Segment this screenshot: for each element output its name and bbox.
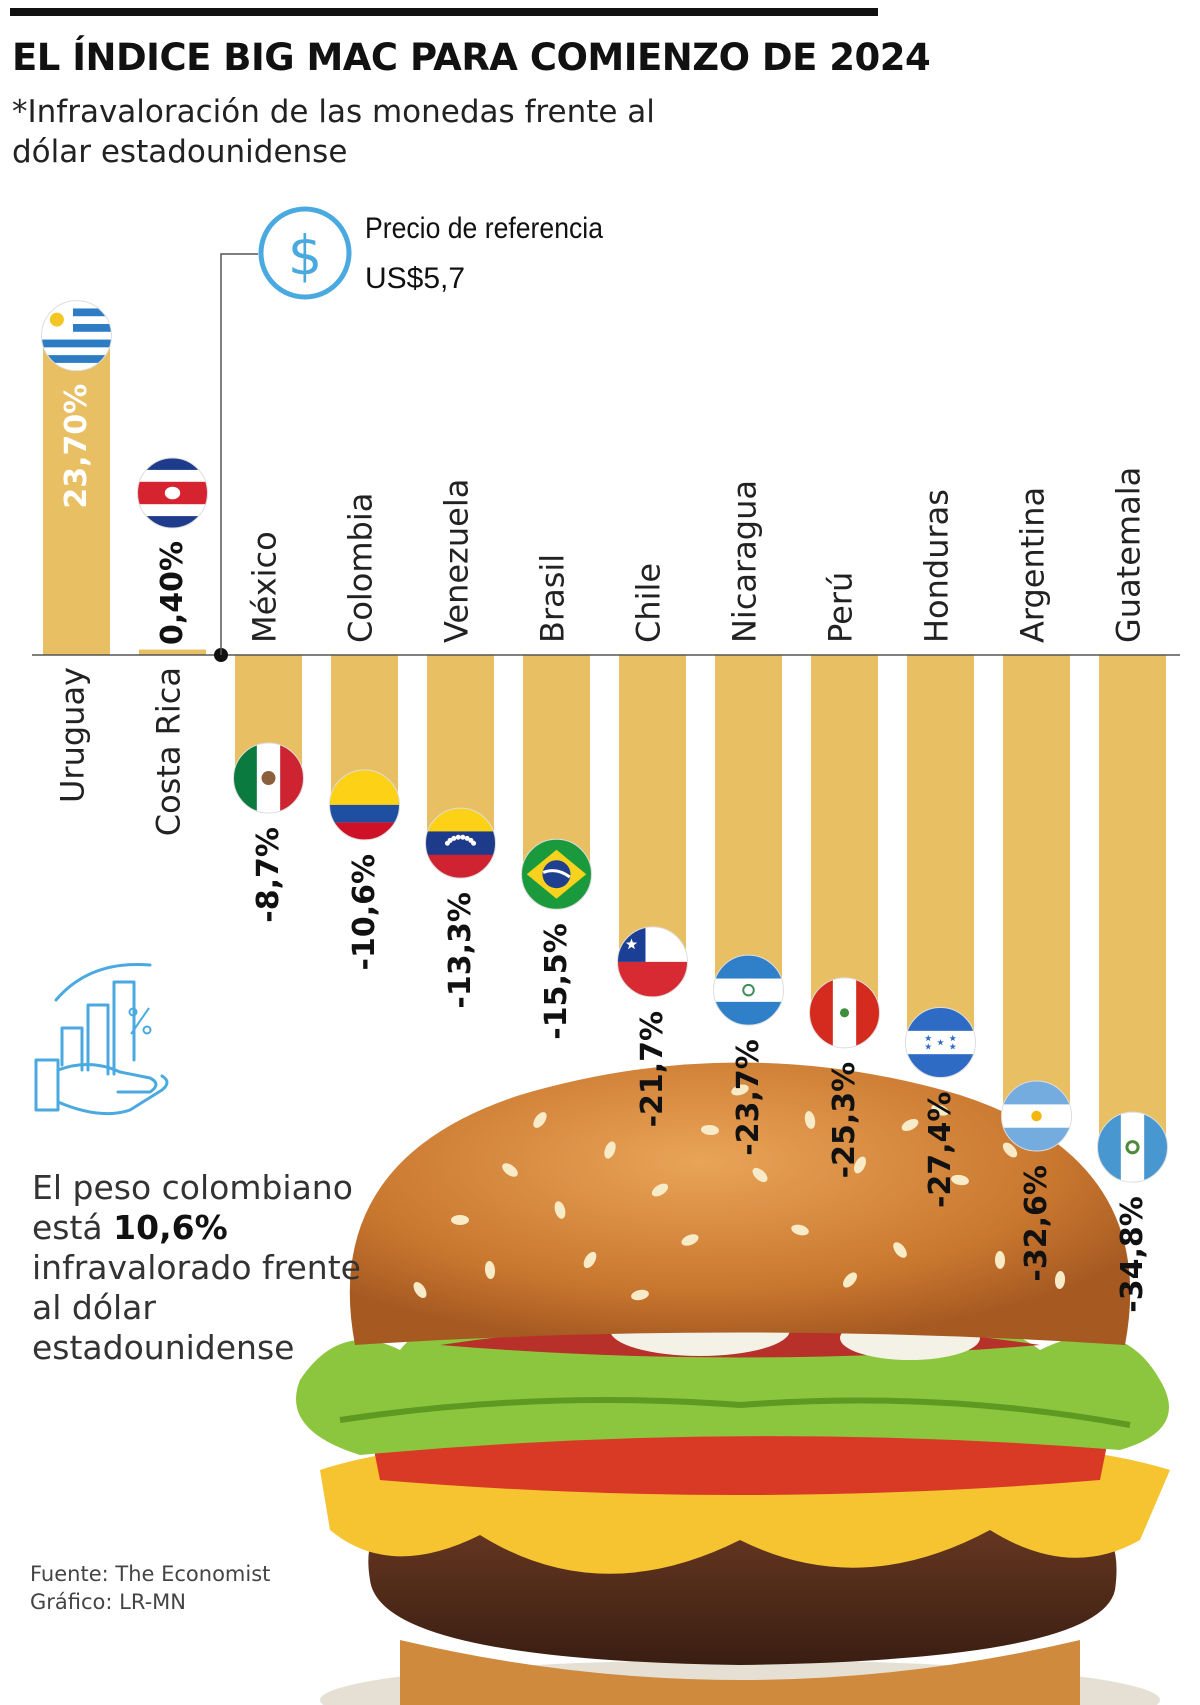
chart-title: EL ÍNDICE BIG MAC PARA COMIENZO DE 2024 bbox=[12, 36, 931, 79]
value-label-12: -34,8% bbox=[1115, 1196, 1150, 1313]
mexico-flag-outline bbox=[233, 742, 304, 814]
brazil-flag-outline bbox=[521, 838, 592, 910]
bar-9 bbox=[811, 655, 878, 1013]
note-text-pre: El peso colombiano está bbox=[32, 1168, 353, 1247]
hand-cuff bbox=[34, 1058, 60, 1112]
bar-2 bbox=[139, 649, 206, 655]
percent-slash bbox=[130, 1007, 150, 1035]
venezuela-flag bbox=[425, 808, 496, 879]
category-label-12: Guatemala bbox=[1110, 467, 1148, 643]
percent-dot-b bbox=[142, 1025, 152, 1035]
bar-11 bbox=[1003, 655, 1070, 1117]
bar-1 bbox=[43, 332, 110, 655]
category-label-11: Argentina bbox=[1014, 487, 1052, 643]
chart-subtitle: *Infravaloración de las monedas frente a… bbox=[12, 94, 655, 170]
savings-icon bbox=[34, 962, 169, 1116]
reference-value: US$5,7 bbox=[365, 262, 465, 295]
category-label-3: México bbox=[246, 531, 284, 643]
argentina-flag bbox=[1001, 1081, 1072, 1152]
costa-rica-flag bbox=[137, 458, 208, 528]
category-label-10: Honduras bbox=[918, 489, 956, 643]
dollar-icon bbox=[258, 206, 352, 300]
credits: Fuente: The Economist Gráfico: LR-MN bbox=[30, 1560, 270, 1616]
value-label-4: -10,6% bbox=[347, 854, 382, 971]
bars-layer bbox=[43, 332, 1166, 1148]
value-label-6: -15,5% bbox=[539, 923, 574, 1040]
uruguay-flag-outline bbox=[41, 300, 112, 372]
value-label-2: 0,40% bbox=[155, 541, 190, 645]
nicaragua-flag bbox=[713, 955, 784, 1026]
note-highlight: 10,6% bbox=[113, 1208, 228, 1247]
bar-7 bbox=[619, 655, 686, 962]
costa-rica-flag-outline bbox=[137, 457, 208, 529]
bar-small bbox=[60, 1026, 84, 1072]
value-label-10: -27,4% bbox=[923, 1092, 958, 1209]
burger-illustration bbox=[296, 1062, 1170, 1705]
top-rule bbox=[10, 8, 878, 16]
category-label-5: Venezuela bbox=[438, 479, 476, 643]
labels-layer: 23,70% Uruguay 0,40% Costa Rica -8,7% México -… bbox=[41, 300, 1168, 1313]
brazil-flag bbox=[521, 839, 592, 910]
graphic-credit: Gráfico: LR-MN bbox=[30, 1590, 186, 1614]
category-label-1: Uruguay bbox=[54, 667, 92, 803]
nicaragua-flag-outline bbox=[713, 954, 784, 1026]
peru-flag bbox=[809, 977, 880, 1048]
category-label-7: Chile bbox=[630, 563, 668, 643]
reference-leader-line bbox=[220, 253, 258, 655]
value-label-11: -32,6% bbox=[1019, 1165, 1054, 1282]
category-label-9: Perú bbox=[822, 572, 860, 643]
category-label-2: Costa Rica bbox=[150, 667, 188, 836]
dollar-symbol: $ bbox=[288, 225, 322, 288]
category-label-4: Colombia bbox=[342, 493, 380, 643]
uruguay-flag bbox=[41, 300, 112, 371]
colombia-note: El peso colombiano está 10,6% infravalor… bbox=[32, 1168, 362, 1368]
reference-label: Precio de referencia bbox=[365, 212, 603, 245]
colombia-flag-outline bbox=[329, 769, 400, 841]
bar-large bbox=[112, 980, 136, 1076]
reference-callout: $ Precio de referencia US$5,7 bbox=[214, 206, 603, 662]
value-label-1: 23,70% bbox=[59, 384, 94, 509]
bar-8 bbox=[715, 655, 782, 991]
hand-thumb bbox=[56, 1062, 158, 1094]
trend-arc bbox=[54, 962, 152, 1002]
value-label-5: -13,3% bbox=[443, 892, 478, 1009]
bar-6 bbox=[523, 655, 590, 875]
guatemala-flag bbox=[1097, 1112, 1168, 1183]
bar-mid bbox=[86, 1003, 110, 1076]
guatemala-flag-outline bbox=[1097, 1111, 1168, 1183]
value-label-3: -8,7% bbox=[251, 827, 286, 923]
venezuela-flag-outline bbox=[425, 807, 496, 879]
note-text-post: infravalorado frente al dólar estadounid… bbox=[32, 1248, 361, 1367]
honduras-flag-outline bbox=[905, 1007, 976, 1079]
chile-flag-outline bbox=[617, 926, 688, 998]
argentina-flag-outline bbox=[1001, 1080, 1072, 1152]
peru-flag-outline bbox=[809, 977, 880, 1049]
bar-12 bbox=[1099, 655, 1166, 1148]
percent-dot-a bbox=[128, 1007, 138, 1017]
value-label-8: -23,7% bbox=[731, 1039, 766, 1156]
source-credit: Fuente: The Economist bbox=[30, 1562, 271, 1586]
value-label-9: -25,3% bbox=[827, 1062, 862, 1179]
honduras-flag bbox=[905, 1007, 976, 1078]
value-label-7: -21,7% bbox=[635, 1011, 670, 1128]
bar-10 bbox=[907, 655, 974, 1043]
hand-palm bbox=[56, 1074, 169, 1116]
category-label-6: Brasil bbox=[534, 554, 572, 643]
mexico-flag bbox=[233, 743, 304, 814]
category-label-8: Nicaragua bbox=[726, 480, 764, 643]
